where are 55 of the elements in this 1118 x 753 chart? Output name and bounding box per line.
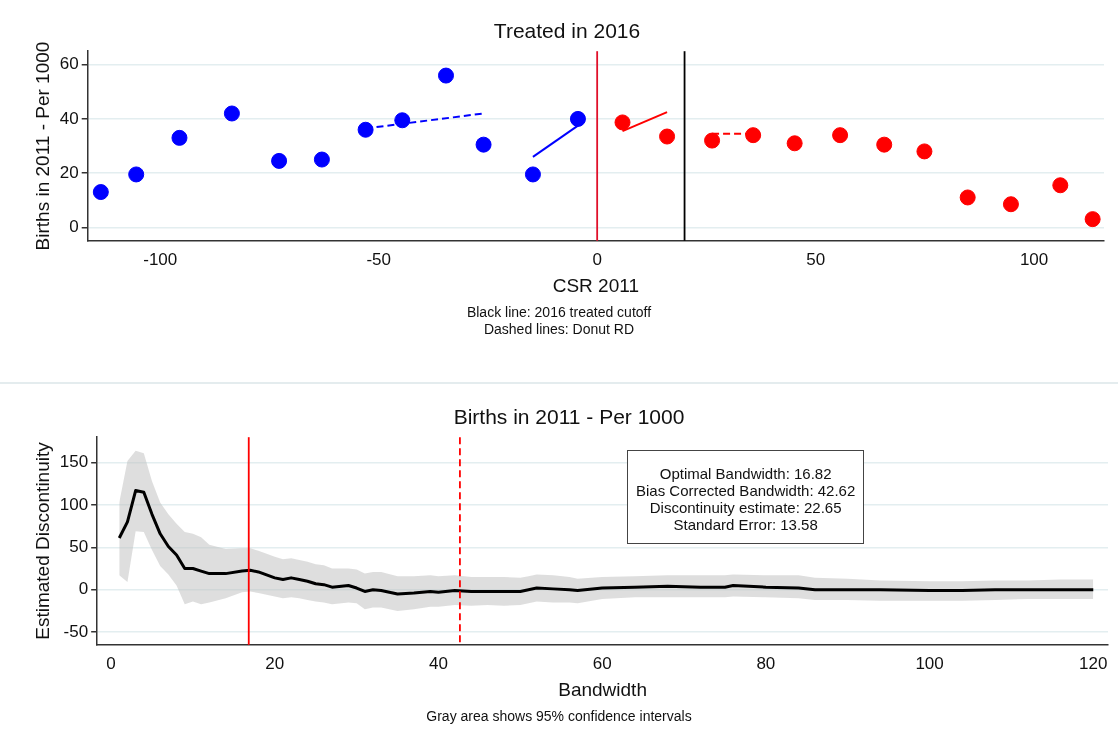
y-tick-label: 0 [69, 216, 79, 236]
point [223, 105, 240, 122]
point [171, 129, 188, 146]
x-tick-label: -50 [366, 249, 391, 269]
point [1052, 177, 1069, 194]
x-tick-label: 0 [592, 249, 602, 269]
point [1002, 196, 1019, 213]
x-tick-label: 50 [806, 249, 826, 269]
point [745, 127, 762, 144]
point [128, 166, 145, 183]
y-axis-title: Births in 2011 - Per 1000 [31, 41, 53, 251]
x-tick-label: 0 [106, 653, 116, 673]
x-tick-label: 40 [429, 653, 448, 673]
annotation: Optimal Bandwidth: 16.82 Bias Corrected Bandwidth: 42.62 Discontinuity estimate: 22.65 Standard Error: 13.58 [627, 450, 865, 544]
point [524, 166, 541, 183]
point [916, 143, 933, 160]
point [614, 114, 631, 131]
y-tick-label: 40 [59, 108, 79, 128]
text: Gray area shows 95% confidence intervals [425, 708, 693, 725]
point [313, 151, 330, 168]
chart-title: Treated in 2016 [493, 19, 641, 43]
x-tick-label: 100 [1019, 249, 1049, 269]
chart-title: Births in 2011 - Per 1000 [453, 405, 685, 429]
x-tick-label: 20 [265, 653, 285, 673]
y-tick-label: 60 [59, 54, 79, 74]
point [437, 67, 454, 84]
y-axis-title: Estimated Discontinuity [31, 441, 53, 640]
point [92, 184, 109, 201]
x-tick-label: 100 [915, 653, 944, 673]
x-tick-label: -100 [143, 249, 178, 269]
point [569, 110, 586, 127]
x-tick-label: 60 [592, 653, 612, 673]
y-tick-label: -50 [63, 621, 89, 641]
y-tick-label: 0 [78, 579, 89, 599]
point [876, 136, 893, 153]
x-tick-label: 120 [1079, 653, 1108, 673]
point [832, 127, 849, 144]
x-axis-title: Bandwidth [558, 678, 647, 700]
point [1084, 211, 1101, 228]
text: Dashed lines: Donut RD [482, 321, 636, 338]
point [394, 112, 411, 129]
y-tick-label: 20 [59, 162, 79, 182]
point [959, 189, 976, 206]
y-tick-label: 150 [59, 452, 89, 472]
x-axis-title: CSR 2011 [552, 274, 639, 296]
y-tick-label: 100 [59, 494, 89, 514]
text: Black line: 2016 treated cutoff [465, 304, 653, 321]
point [357, 121, 374, 138]
point [271, 152, 288, 169]
point [704, 132, 721, 149]
x-tick-label: 80 [756, 653, 776, 673]
point [659, 128, 676, 145]
point [786, 135, 803, 152]
point [475, 136, 492, 153]
y-tick-label: 50 [69, 537, 89, 557]
